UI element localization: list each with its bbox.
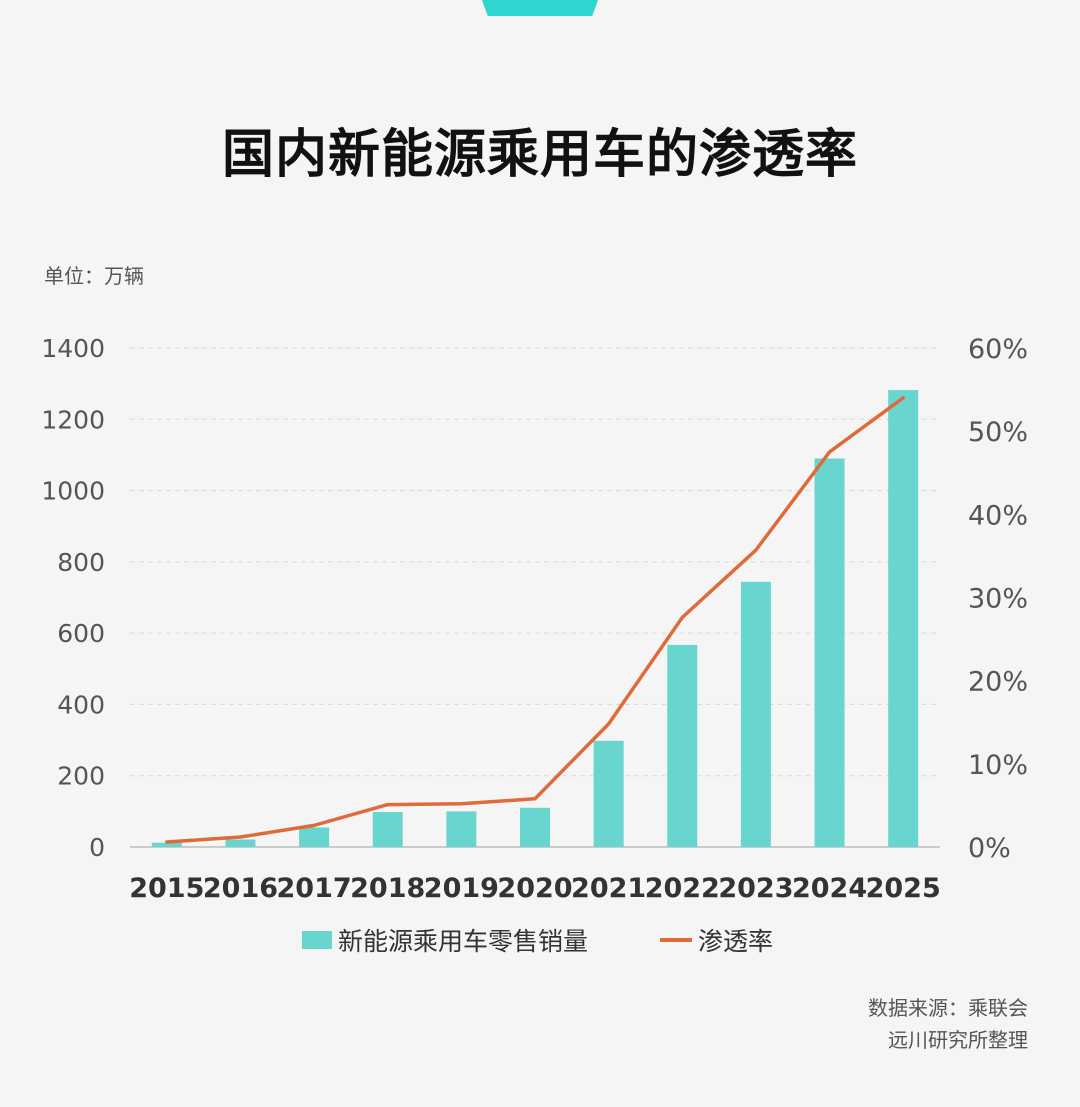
x-tick-label: 2019 bbox=[424, 873, 499, 904]
source-block: 数据来源：乘联会 远川研究所整理 bbox=[868, 992, 1028, 1056]
x-tick-label: 2024 bbox=[792, 873, 867, 904]
x-tick-label: 2017 bbox=[277, 873, 352, 904]
chart-title: 国内新能源乘用车的渗透率 bbox=[221, 125, 858, 185]
x-tick-label: 2021 bbox=[571, 873, 646, 904]
left-tick-label: 0 bbox=[89, 833, 105, 862]
source-line: 数据来源：乘联会 bbox=[868, 996, 1028, 1020]
bar-2023 bbox=[740, 581, 771, 847]
right-tick-label: 40% bbox=[968, 500, 1028, 531]
x-tick-label: 2023 bbox=[718, 873, 793, 904]
left-tick-label: 1000 bbox=[41, 477, 105, 506]
bar-2021 bbox=[593, 740, 624, 847]
bar-2019 bbox=[446, 811, 477, 847]
source-line: 远川研究所整理 bbox=[888, 1028, 1028, 1052]
right-tick-label: 50% bbox=[968, 417, 1028, 448]
bar-2015 bbox=[151, 842, 182, 847]
x-tick-label: 2016 bbox=[203, 873, 278, 904]
legend-line-label: 渗透率 bbox=[698, 927, 773, 956]
bar-2017 bbox=[299, 827, 330, 847]
left-tick-label: 200 bbox=[57, 762, 105, 791]
x-tick-label: 2025 bbox=[866, 873, 941, 904]
top-accent-tab bbox=[482, 0, 598, 16]
bar-2022 bbox=[667, 644, 698, 847]
legend-bar-swatch bbox=[302, 931, 332, 949]
left-tick-label: 600 bbox=[57, 619, 105, 648]
left-tick-label: 800 bbox=[57, 548, 105, 577]
x-tick-label: 2020 bbox=[497, 873, 572, 904]
unit-label: 单位：万辆 bbox=[44, 264, 144, 288]
x-tick-label: 2022 bbox=[645, 873, 720, 904]
bar-2016 bbox=[225, 839, 256, 847]
right-tick-label: 30% bbox=[968, 584, 1028, 615]
penetration-line bbox=[165, 396, 905, 844]
right-tick-label: 60% bbox=[968, 334, 1028, 365]
legend-bar-label: 新能源乘用车零售销量 bbox=[338, 927, 588, 956]
bar-2018 bbox=[372, 812, 403, 847]
left-tick-label: 1400 bbox=[41, 334, 105, 363]
bar-2020 bbox=[520, 807, 550, 847]
right-tick-label: 10% bbox=[968, 750, 1028, 781]
bar-2024 bbox=[814, 458, 845, 847]
left-tick-label: 1200 bbox=[41, 405, 105, 434]
x-tick-label: 2015 bbox=[129, 873, 204, 904]
left-tick-label: 400 bbox=[57, 690, 105, 719]
right-tick-label: 20% bbox=[968, 667, 1028, 698]
bar-2025 bbox=[888, 390, 919, 847]
right-tick-label: 0% bbox=[968, 833, 1011, 864]
x-tick-label: 2018 bbox=[350, 873, 425, 904]
